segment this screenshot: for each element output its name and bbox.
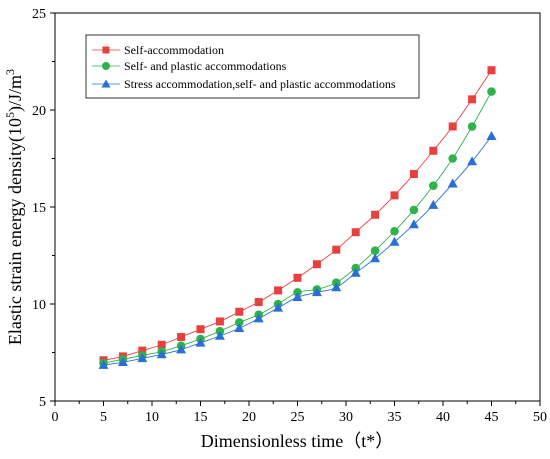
y-axis-title-main: Elastic strain energy density(10 (5, 118, 26, 345)
y-tick-label-2: 15 (32, 201, 46, 216)
series-0-point-15 (390, 191, 399, 200)
series-0-point-5 (196, 325, 205, 334)
series-0-point-12 (332, 245, 341, 254)
series-0-point-3 (157, 340, 166, 349)
series-0-point-2 (138, 346, 147, 355)
series-2-point-2 (137, 353, 148, 363)
x-tick-label-0: 0 (52, 410, 59, 425)
legend-label-1: Self- and plastic accommodations (124, 59, 287, 73)
series-2-point-14 (370, 253, 381, 263)
series-0-point-13 (351, 228, 360, 237)
legend-box (85, 34, 420, 99)
legend-marker-circle (102, 62, 110, 70)
series-0-point-4 (177, 332, 186, 341)
series-0-point-14 (371, 210, 380, 219)
series-line-1 (103, 91, 492, 364)
series-2-point-5 (195, 337, 206, 347)
y-tick-label-0: 5 (39, 395, 46, 410)
series-1-point-18 (448, 154, 458, 163)
series-2-point-0 (98, 359, 109, 369)
series-line-2 (103, 135, 492, 366)
series-1-point-7 (235, 318, 244, 327)
series-2-point-6 (214, 330, 225, 340)
legend-item-self-accommodation: Self-accommodation (92, 43, 224, 57)
series-0-point-20 (487, 66, 496, 75)
x-tick-label-5: 25 (291, 410, 305, 425)
series-2-point-12 (331, 282, 342, 292)
y-axis-title: Elastic strain energy density(105)/J/m3 (3, 69, 26, 345)
series-2-point-3 (156, 349, 167, 359)
y-axis-title-unit-sup: 3 (3, 69, 17, 75)
legend-marker-triangle (101, 79, 111, 88)
series-1-point-14 (370, 246, 380, 255)
y-axis-title-sup: 5 (3, 112, 17, 118)
series-1-point-19 (467, 122, 477, 131)
series-2-point-10 (292, 292, 303, 302)
series-0-point-7 (235, 307, 244, 316)
plot-layer (98, 66, 497, 369)
series-2-point-4 (176, 344, 187, 354)
legend-item-stress-self-plastic: Stress accommodation,self- and plastic a… (92, 77, 396, 91)
series-2-point-8 (253, 313, 264, 323)
series-0-point-11 (312, 260, 321, 269)
series-2-point-13 (350, 267, 361, 277)
series-1-point-17 (429, 181, 438, 190)
series-2-point-17 (428, 199, 439, 209)
series-0-point-19 (468, 95, 477, 104)
y-tick-label-4: 25 (32, 7, 46, 22)
series-0-point-8 (254, 298, 263, 307)
series-0-point-6 (215, 317, 224, 326)
series-1-point-16 (409, 205, 419, 215)
legend-marker-square (102, 46, 110, 54)
series-0-point-18 (448, 122, 457, 131)
series-1-point-15 (390, 226, 399, 236)
y-axis-title-unit: )/J/m (5, 75, 26, 112)
legend: Self-accommodation Self- and plastic acc… (85, 34, 420, 99)
series-2-point-16 (408, 219, 419, 229)
x-tick-label-4: 20 (242, 410, 256, 425)
series-0-point-17 (429, 146, 438, 155)
y-tick-label-3: 20 (32, 104, 46, 119)
series-line-0 (103, 69, 492, 361)
series-0-point-10 (293, 273, 302, 282)
x-tick-label-2: 10 (145, 410, 159, 425)
legend-label-2: Stress accommodation,self- and plastic a… (124, 77, 396, 91)
series-2-point-11 (311, 287, 322, 297)
series-2-point-15 (389, 236, 400, 246)
x-axis-title: Dimensionless time（t*） (201, 431, 394, 451)
x-tick-label-10: 50 (533, 410, 547, 425)
series-2-point-20 (486, 130, 497, 140)
series-0-point-16 (409, 170, 418, 179)
series-2-point-19 (467, 156, 478, 166)
x-tick-label-9: 45 (485, 410, 499, 425)
legend-item-self-plastic: Self- and plastic accommodations (92, 59, 287, 73)
x-tick-label-1: 5 (100, 410, 107, 425)
x-tick-label-7: 35 (388, 410, 402, 425)
series-0-point-9 (274, 286, 283, 295)
series-2-point-18 (447, 178, 458, 188)
series-2-point-1 (117, 357, 128, 366)
x-tick-label-6: 30 (339, 410, 353, 425)
series-1-point-20 (487, 87, 496, 96)
y-tick-label-1: 10 (32, 298, 46, 313)
x-tick-label-8: 40 (436, 410, 450, 425)
x-tick-label-3: 15 (194, 410, 208, 425)
series-2-point-7 (234, 323, 245, 333)
series-2-point-9 (273, 302, 284, 312)
legend-label-0: Self-accommodation (124, 43, 224, 57)
